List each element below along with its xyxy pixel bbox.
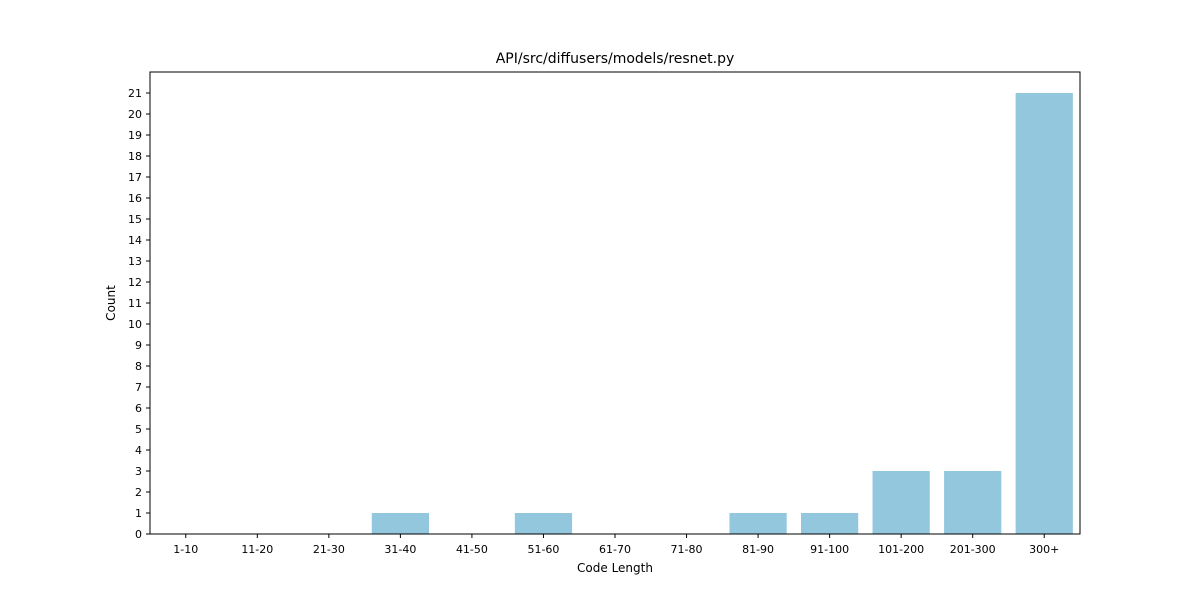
- bar-101-200: [872, 471, 930, 534]
- x-tick-label: 81-90: [742, 543, 774, 556]
- x-tick-label: 41-50: [456, 543, 488, 556]
- x-tick-label: 101-200: [878, 543, 924, 556]
- y-tick-label: 19: [128, 129, 142, 142]
- y-tick-label: 20: [128, 108, 142, 121]
- y-tick-label: 9: [135, 339, 142, 352]
- y-tick-label: 14: [128, 234, 142, 247]
- y-tick-label: 5: [135, 423, 142, 436]
- x-tick-label: 51-60: [527, 543, 559, 556]
- bar-81-90: [729, 513, 787, 534]
- y-tick-label: 11: [128, 297, 142, 310]
- y-tick-label: 7: [135, 381, 142, 394]
- y-tick-label: 15: [128, 213, 142, 226]
- y-tick-label: 12: [128, 276, 142, 289]
- y-tick-label: 10: [128, 318, 142, 331]
- y-tick-label: 8: [135, 360, 142, 373]
- y-tick-label: 0: [135, 528, 142, 541]
- bar-300+: [1015, 93, 1073, 534]
- x-tick-label: 71-80: [671, 543, 703, 556]
- x-tick-label: 1-10: [173, 543, 198, 556]
- x-axis-ticks: 1-10 11-20 21-30 31-40 41-50 51-60 61-70 71-80 8…: [173, 534, 1059, 556]
- y-tick-label: 13: [128, 255, 142, 268]
- y-tick-label: 18: [128, 150, 142, 163]
- y-tick-label: 2: [135, 486, 142, 499]
- x-tick-label: 31-40: [384, 543, 416, 556]
- y-tick-label: 4: [135, 444, 142, 457]
- bar-31-40: [371, 513, 429, 534]
- bar-91-100: [801, 513, 859, 534]
- bars-group: [371, 93, 1073, 534]
- bar-51-60: [514, 513, 573, 534]
- y-tick-label: 21: [128, 87, 142, 100]
- y-tick-label: 16: [128, 192, 142, 205]
- x-tick-label: 61-70: [599, 543, 631, 556]
- y-tick-label: 3: [135, 465, 142, 478]
- y-tick-label: 6: [135, 402, 142, 415]
- y-tick-label: 1: [135, 507, 142, 520]
- chart-title: API/src/diffusers/models/resnet.py: [496, 51, 735, 67]
- x-axis-label: Code Length: [577, 561, 653, 575]
- plot-frame: [149, 71, 1081, 535]
- x-tick-label: 300+: [1029, 543, 1059, 556]
- y-tick-label: 17: [128, 171, 142, 184]
- bar-201-300: [944, 471, 1002, 534]
- x-tick-label: 11-20: [241, 543, 273, 556]
- x-tick-label: 201-300: [950, 543, 996, 556]
- x-tick-label: 91-100: [810, 543, 849, 556]
- y-axis-label: Count: [104, 285, 118, 321]
- x-tick-label: 21-30: [313, 543, 345, 556]
